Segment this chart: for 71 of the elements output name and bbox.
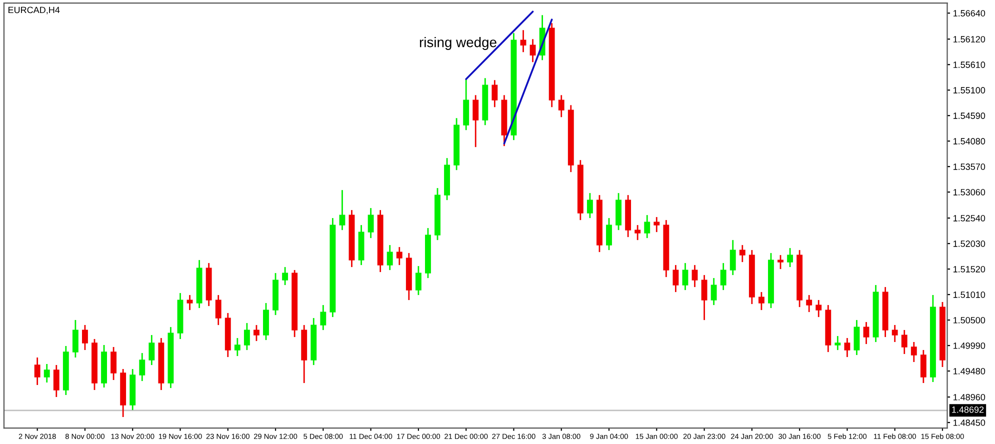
candlestick — [758, 291, 764, 311]
candlestick — [530, 38, 536, 63]
candlestick — [892, 324, 898, 343]
candlestick — [692, 264, 698, 288]
y-tick-label: 1.53060 — [953, 189, 986, 196]
candlestick — [386, 244, 393, 271]
candlestick — [82, 324, 88, 351]
y-tick-label: 1.56640 — [953, 10, 986, 16]
y-tick-label: 1.51010 — [953, 292, 986, 298]
candlestick — [492, 79, 498, 108]
candlestick — [368, 207, 374, 239]
candlestick — [339, 189, 346, 231]
y-tick-label: 1.52030 — [953, 240, 986, 247]
candlestick — [710, 277, 717, 306]
y-tick-label: 1.49480 — [953, 368, 986, 374]
candlestick — [34, 356, 40, 386]
candlestick — [586, 192, 593, 219]
candlestick — [682, 262, 688, 291]
candlestick — [778, 254, 784, 270]
candlestick — [739, 244, 746, 263]
chart-title: EURCAD,H4 — [8, 6, 60, 14]
annotation: rising wedge — [420, 37, 496, 50]
candlestick — [110, 346, 117, 381]
candlestick — [415, 265, 422, 296]
candlestick — [244, 322, 250, 351]
candlestick — [863, 321, 870, 345]
candlestick — [806, 294, 812, 313]
candlestick — [730, 239, 736, 276]
candlestick — [701, 274, 708, 321]
candlestick — [53, 364, 60, 398]
candlestick — [282, 266, 288, 286]
candlestick — [720, 262, 726, 291]
y-tick-label: 1.49990 — [953, 342, 986, 349]
candlestick — [520, 29, 526, 53]
candlestick — [44, 363, 50, 384]
y-tick-label: 1.55100 — [953, 87, 986, 94]
candlestick — [606, 217, 612, 251]
y-tick-label: 1.52540 — [953, 215, 986, 222]
candlestick — [396, 246, 402, 266]
y-tick-label: 1.54590 — [953, 112, 986, 119]
candlestick — [472, 94, 479, 148]
candlestick — [148, 334, 155, 366]
y-tick-label: 1.56120 — [953, 36, 986, 42]
y-tick-label: 1.50500 — [953, 317, 986, 324]
candlestick — [834, 335, 841, 351]
candlestick — [854, 319, 860, 356]
candlestick — [72, 319, 78, 358]
candlestick — [787, 247, 793, 268]
candlestick — [910, 341, 917, 363]
y-tick-label: 1.51520 — [953, 266, 986, 272]
y-tick-label: 1.48450 — [953, 419, 986, 426]
candlestick — [234, 337, 240, 357]
candlestick — [901, 329, 908, 355]
candlestick — [139, 352, 146, 382]
y-tick-label: 1.54080 — [953, 138, 986, 144]
candlestick — [320, 304, 326, 331]
candlestick — [920, 349, 926, 384]
candlestick — [186, 294, 193, 311]
candlestick — [634, 224, 641, 241]
candlestick — [654, 216, 660, 233]
y-tick-label: 1.53570 — [953, 164, 986, 170]
y-tick-label: 1.55610 — [953, 62, 986, 68]
candlestick — [844, 337, 850, 358]
candlestick — [644, 214, 650, 239]
candlestick — [558, 94, 564, 118]
y-tick-label: 1.48960 — [953, 394, 986, 400]
candlestick — [816, 299, 822, 318]
candlestick — [672, 264, 679, 293]
candlestick — [254, 324, 260, 342]
candlestick — [215, 294, 222, 326]
ref-line-label: 1.48692 — [952, 406, 984, 413]
